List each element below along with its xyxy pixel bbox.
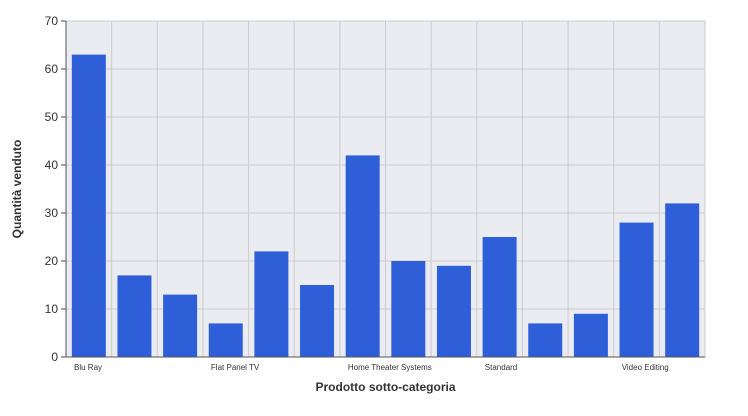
bar: [619, 222, 654, 357]
bar: [300, 285, 335, 357]
bar: [482, 237, 517, 357]
y-tick-label: 70: [45, 14, 59, 28]
bar: [391, 261, 426, 357]
bar: [573, 313, 608, 357]
bar: [163, 294, 198, 357]
y-tick-label: 40: [45, 158, 59, 172]
x-axis-title: Prodotto sotto-categoria: [316, 380, 456, 394]
y-axis-title: Quantità venduto: [10, 140, 24, 239]
x-tick-label: Video Editing: [622, 363, 669, 372]
y-tick-label: 30: [45, 206, 59, 220]
bar: [254, 251, 289, 357]
x-tick-label: Standard: [485, 363, 517, 372]
x-tick-label: Flat Panel TV: [211, 363, 260, 372]
x-tick-label: Home Theater Systems: [348, 363, 432, 372]
bar: [117, 275, 152, 357]
y-tick-label: 50: [45, 110, 59, 124]
y-tick-label: 60: [45, 62, 59, 76]
x-axis-ticks: Blu Ray Flat Panel TV Home Theater Systems…: [74, 363, 669, 372]
y-tick-label: 10: [45, 302, 59, 316]
y-axis-ticks: 0 10 20 30 40 50 60 70: [45, 14, 66, 364]
bar: [71, 54, 106, 357]
bar: [208, 323, 243, 357]
x-tick-label: Blu Ray: [74, 363, 102, 372]
y-tick-label: 20: [45, 254, 59, 268]
bar: [528, 323, 563, 357]
bars: [71, 54, 700, 357]
bar: [665, 203, 700, 357]
bar: [436, 265, 471, 357]
bar: [345, 155, 380, 357]
y-tick-label: 0: [51, 350, 58, 364]
